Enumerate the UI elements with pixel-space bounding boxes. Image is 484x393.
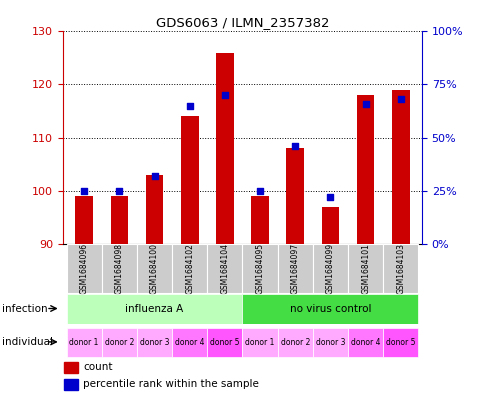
Bar [102, 244, 136, 293]
Bar [75, 196, 93, 244]
Bar [172, 244, 207, 293]
Bar [348, 328, 382, 357]
Bar [145, 174, 163, 244]
Bar [207, 328, 242, 357]
Bar [64, 362, 77, 373]
Bar [277, 328, 312, 357]
Bar [207, 244, 242, 293]
Text: donor 4: donor 4 [350, 338, 379, 347]
Point [115, 187, 123, 194]
Bar [66, 328, 102, 357]
Bar [321, 206, 339, 244]
Text: donor 1: donor 1 [245, 338, 274, 347]
Point [80, 187, 88, 194]
Bar [216, 53, 233, 244]
Bar [242, 294, 418, 323]
Text: donor 5: donor 5 [385, 338, 415, 347]
Bar [181, 116, 198, 244]
Bar [391, 90, 409, 244]
Bar [110, 196, 128, 244]
Point [185, 103, 193, 109]
Point [361, 101, 369, 107]
Bar [242, 244, 277, 293]
Bar [136, 244, 172, 293]
Text: donor 4: donor 4 [175, 338, 204, 347]
Text: count: count [83, 362, 113, 373]
Bar [251, 196, 268, 244]
Point [151, 173, 158, 179]
Bar [312, 328, 348, 357]
Point [326, 194, 333, 200]
Text: influenza A: influenza A [125, 304, 183, 314]
Text: percentile rank within the sample: percentile rank within the sample [83, 379, 259, 389]
Bar [242, 328, 277, 357]
Text: donor 3: donor 3 [139, 338, 169, 347]
Text: donor 5: donor 5 [210, 338, 239, 347]
Title: GDS6063 / ILMN_2357382: GDS6063 / ILMN_2357382 [155, 16, 329, 29]
Text: infection: infection [2, 303, 48, 314]
Text: GSM1684096: GSM1684096 [79, 242, 89, 294]
Point [396, 96, 404, 103]
Bar [66, 294, 242, 323]
Text: GSM1684095: GSM1684095 [255, 242, 264, 294]
Text: GSM1684100: GSM1684100 [150, 243, 159, 294]
Text: GSM1684102: GSM1684102 [185, 243, 194, 294]
Bar [382, 244, 418, 293]
Text: donor 3: donor 3 [315, 338, 345, 347]
Text: donor 2: donor 2 [105, 338, 134, 347]
Text: GSM1684099: GSM1684099 [325, 242, 334, 294]
Text: GSM1684101: GSM1684101 [361, 243, 369, 294]
Point [291, 143, 299, 149]
Bar [348, 244, 382, 293]
Text: GSM1684104: GSM1684104 [220, 243, 229, 294]
Point [221, 92, 228, 98]
Bar [66, 244, 102, 293]
Text: GSM1684097: GSM1684097 [290, 242, 299, 294]
Bar [102, 328, 136, 357]
Text: donor 2: donor 2 [280, 338, 309, 347]
Text: GSM1684103: GSM1684103 [395, 243, 405, 294]
Bar [64, 379, 77, 389]
Bar [312, 244, 348, 293]
Bar [382, 328, 418, 357]
Point [256, 187, 263, 194]
Text: GSM1684098: GSM1684098 [115, 243, 123, 294]
Bar [136, 328, 172, 357]
Bar [277, 244, 312, 293]
Bar [172, 328, 207, 357]
Bar [356, 95, 374, 244]
Text: no virus control: no virus control [289, 304, 370, 314]
Bar [286, 148, 303, 244]
Text: donor 1: donor 1 [69, 338, 99, 347]
Text: individual: individual [2, 337, 53, 347]
